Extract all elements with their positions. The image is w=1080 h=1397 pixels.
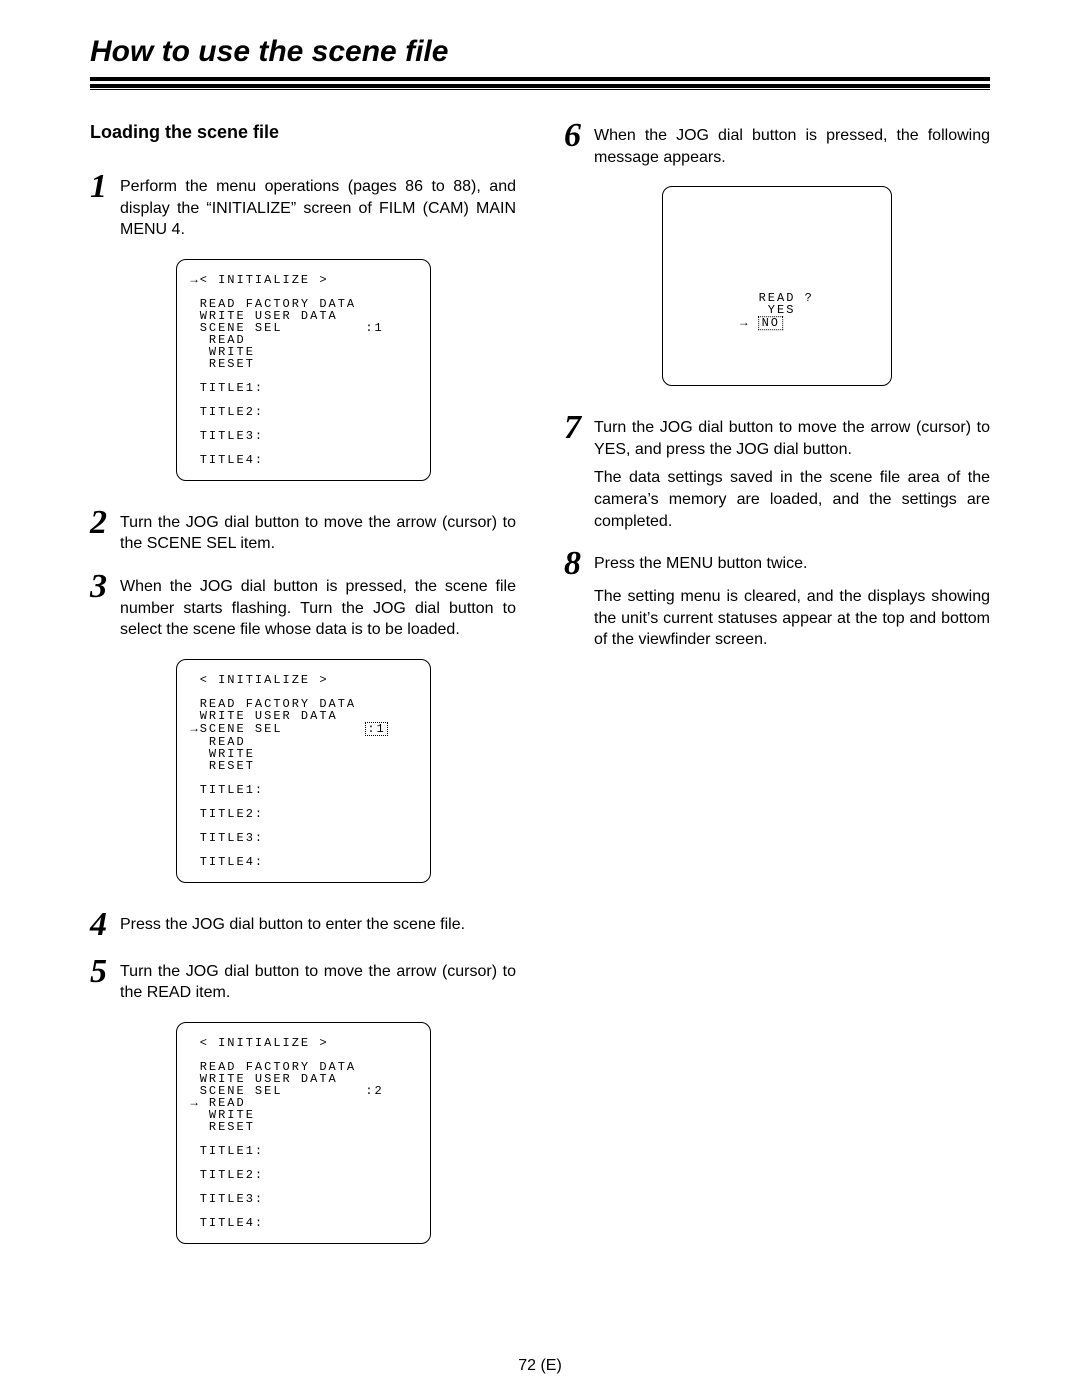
step-text: The data settings saved in the scene fil…: [594, 464, 990, 532]
title-rule-thick: [90, 84, 990, 88]
screen-line: WRITE USER DATA: [200, 709, 338, 723]
step-text: Perform the menu operations (pages 86 to…: [120, 173, 516, 241]
no-option: NO: [759, 316, 783, 330]
step-number: 3: [90, 573, 120, 602]
screen-1: →< INITIALIZE > READ FACTORY DATA WRITE …: [176, 259, 431, 481]
screen-4: READ ? YES → NO: [662, 186, 892, 386]
cursor-arrow: →: [191, 722, 200, 736]
screen-line: RESET: [200, 1120, 255, 1134]
screen-line: TITLE3:: [200, 1192, 264, 1206]
screen-1-wrap: →< INITIALIZE > READ FACTORY DATA WRITE …: [90, 259, 516, 481]
screen-line: TITLE1:: [200, 783, 264, 797]
step-1: 1 Perform the menu operations (pages 86 …: [90, 173, 516, 241]
screen-line: TITLE2:: [200, 1168, 264, 1182]
cursor-arrow: →: [191, 273, 200, 287]
title-rule-thin: [90, 89, 990, 90]
screen-line: TITLE4:: [200, 855, 264, 869]
step-number: 8: [564, 550, 594, 579]
step-text: Press the JOG dial button to enter the s…: [120, 911, 516, 936]
screen-3-wrap: < INITIALIZE > READ FACTORY DATA WRITE U…: [90, 1022, 516, 1244]
screen-title: < INITIALIZE >: [200, 1036, 329, 1050]
step-text: When the JOG dial button is pressed, the…: [594, 122, 990, 168]
screen-4-wrap: READ ? YES → NO: [564, 186, 990, 386]
page-number: 72 (E): [0, 1357, 1080, 1375]
right-column: 6 When the JOG dial button is pressed, t…: [564, 122, 990, 1272]
step-text: Turn the JOG dial button to move the arr…: [594, 414, 990, 460]
step-8: 8 Press the MENU button twice.: [564, 550, 990, 579]
screen-line: RESET: [200, 759, 255, 773]
screen-2: < INITIALIZE > READ FACTORY DATA WRITE U…: [176, 659, 431, 883]
step-number: 5: [90, 958, 120, 987]
step-6: 6 When the JOG dial button is pressed, t…: [564, 122, 990, 168]
screen-line: TITLE2:: [200, 405, 264, 419]
step-number: 2: [90, 509, 120, 538]
screen-title: < INITIALIZE >: [200, 673, 329, 687]
step-5: 5 Turn the JOG dial button to move the a…: [90, 958, 516, 1004]
screen-line: TITLE3:: [200, 429, 264, 443]
step-text: When the JOG dial button is pressed, the…: [120, 573, 516, 641]
step-7b: The data settings saved in the scene fil…: [564, 464, 990, 532]
step-2: 2 Turn the JOG dial button to move the a…: [90, 509, 516, 555]
step-text: The setting menu is cleared, and the dis…: [594, 583, 990, 651]
step-number: 6: [564, 122, 594, 151]
confirm-inner: READ ? YES → NO: [740, 292, 814, 330]
screen-line: SCENE SEL: [200, 722, 366, 736]
step-number: 1: [90, 173, 120, 202]
screen-line: TITLE1:: [200, 1144, 264, 1158]
screen-line: TITLE2:: [200, 807, 264, 821]
step-number: 4: [90, 911, 120, 940]
step-3: 3 When the JOG dial button is pressed, t…: [90, 573, 516, 641]
yes-option: YES: [768, 303, 796, 317]
blink-value: :1: [365, 722, 387, 736]
screen-2-wrap: < INITIALIZE > READ FACTORY DATA WRITE U…: [90, 659, 516, 883]
step-8b: The setting menu is cleared, and the dis…: [564, 583, 990, 651]
cursor-arrow: →: [740, 316, 749, 330]
step-text: Turn the JOG dial button to move the arr…: [120, 958, 516, 1004]
step-number: 7: [564, 414, 594, 443]
screen-3: < INITIALIZE > READ FACTORY DATA WRITE U…: [176, 1022, 431, 1244]
page-title: How to use the scene file: [90, 35, 990, 81]
screen-line: RESET: [200, 357, 255, 371]
step-text: Press the MENU button twice.: [594, 550, 990, 575]
step-text: Turn the JOG dial button to move the arr…: [120, 509, 516, 555]
content-columns: Loading the scene file 1 Perform the men…: [90, 122, 990, 1272]
screen-line: TITLE1:: [200, 381, 264, 395]
step-4: 4 Press the JOG dial button to enter the…: [90, 911, 516, 940]
screen-title: < INITIALIZE >: [200, 273, 329, 287]
screen-line: TITLE4:: [200, 1216, 264, 1230]
left-column: Loading the scene file 1 Perform the men…: [90, 122, 516, 1272]
screen-line: TITLE4:: [200, 453, 264, 467]
step-7: 7 Turn the JOG dial button to move the a…: [564, 414, 990, 460]
screen-line: TITLE3:: [200, 831, 264, 845]
section-heading: Loading the scene file: [90, 122, 516, 143]
cursor-arrow: →: [191, 1096, 200, 1110]
